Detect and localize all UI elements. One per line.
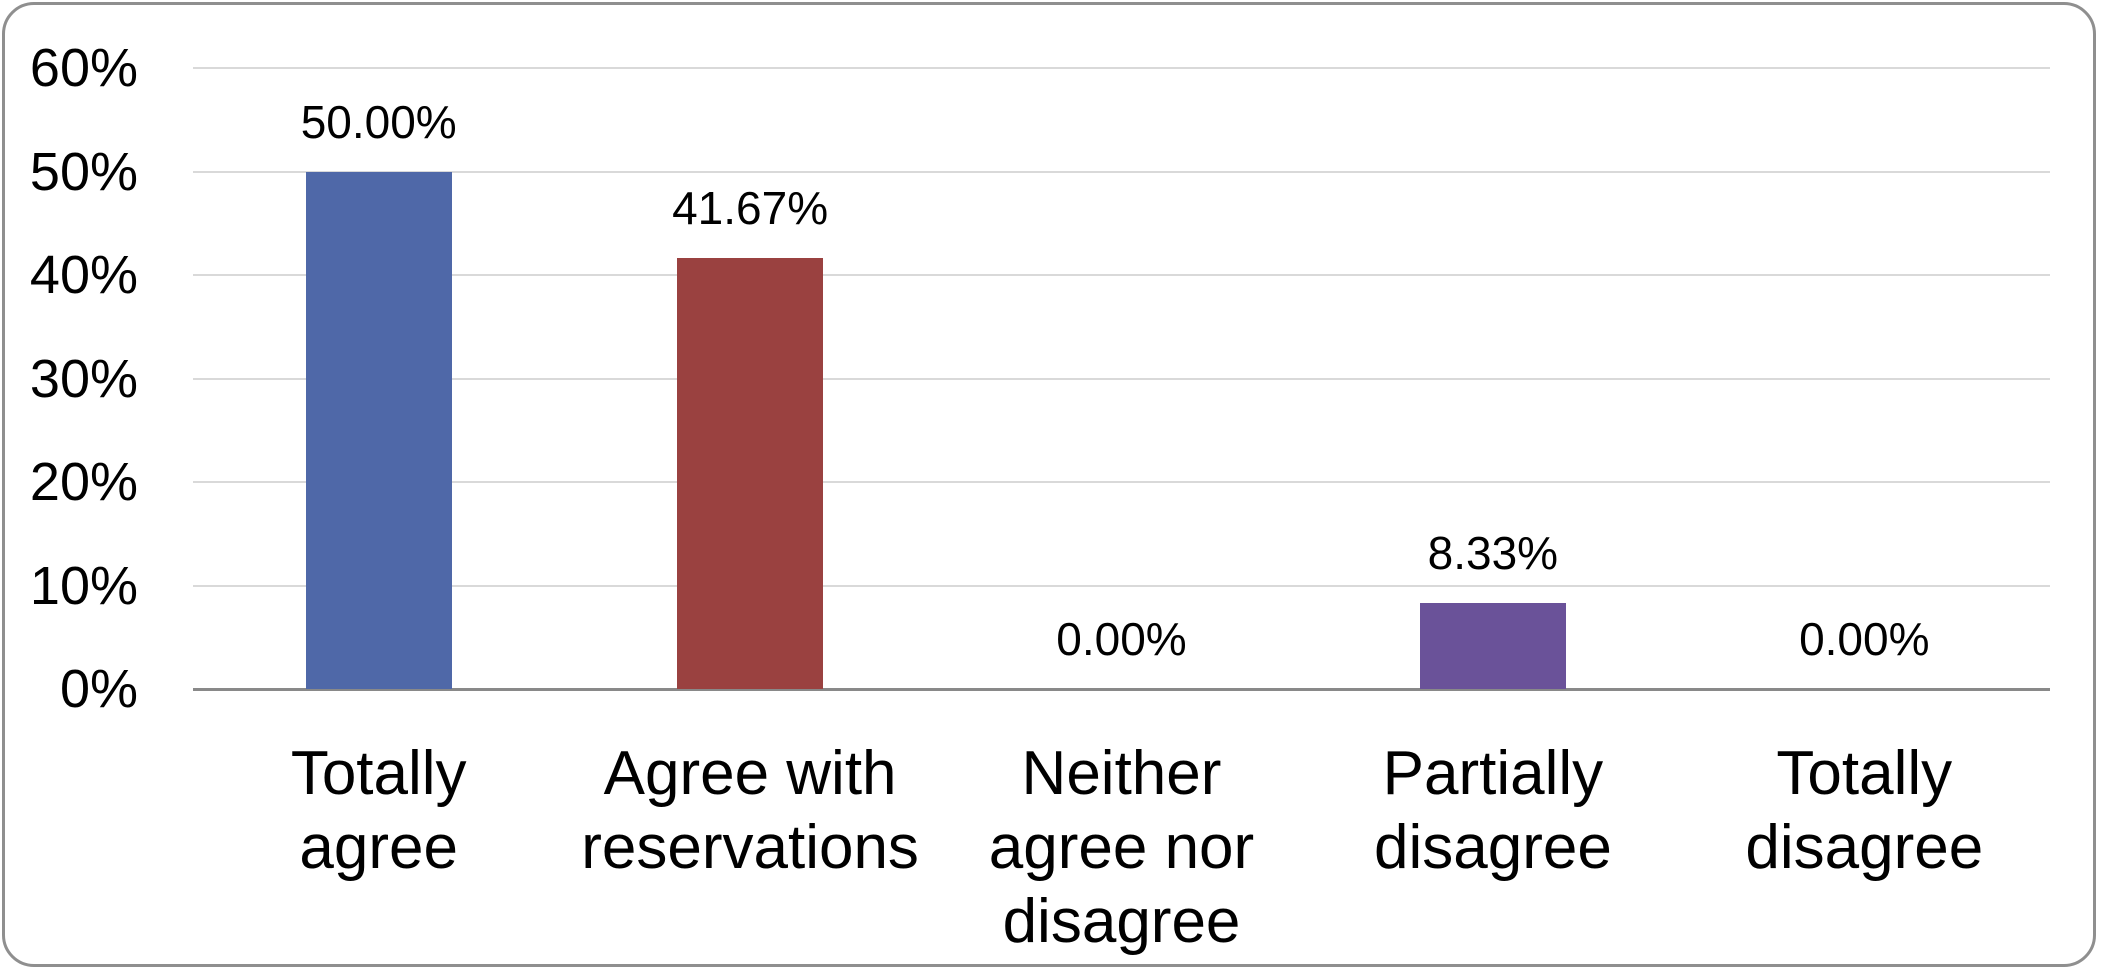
value-label-agree-with-reservations: 41.67% xyxy=(672,181,829,234)
category-label-totally-disagree: Totally disagree xyxy=(1679,737,2050,885)
y-axis-tick-label-10pct: 10% xyxy=(29,555,138,616)
category-label-line: agree nor xyxy=(988,813,1255,882)
category-label-line: disagree xyxy=(1373,813,1612,882)
value-label-partially-disagree: 8.33% xyxy=(1427,526,1559,579)
y-axis-tick-label-20pct: 20% xyxy=(29,452,138,512)
y-axis-tick-label-60pct: 60% xyxy=(29,38,138,98)
category-label-line: Totally xyxy=(290,739,467,808)
bar-agree-with-reservations xyxy=(677,257,824,689)
gridline-10pct xyxy=(193,584,2050,587)
category-label-line: Neither xyxy=(1021,739,1222,808)
y-axis-tick-label-0pct: 0% xyxy=(59,659,138,719)
category-label-line: disagree xyxy=(1002,887,1241,956)
y-axis-tick-label-40pct: 40% xyxy=(29,245,138,305)
gridline-40pct xyxy=(193,274,2050,276)
y-axis-tick-label-50pct: 50% xyxy=(29,141,138,202)
category-label-line: agree xyxy=(299,813,458,882)
category-label-line: disagree xyxy=(1745,813,1984,882)
category-label-line: reservations xyxy=(581,813,919,882)
gridline-20pct xyxy=(193,481,2050,483)
category-label-line: Agree with xyxy=(603,739,897,808)
category-label-line: Partially xyxy=(1382,739,1604,808)
value-label-neither-agree-nor-disagree: 0.00% xyxy=(1056,613,1187,665)
value-label-totally-agree: 50.00% xyxy=(300,95,457,148)
category-label-neither-agree-nor-disagree: Neither agree nor disagree xyxy=(936,737,1307,959)
value-label-totally-disagree: 0.00% xyxy=(1799,613,1930,665)
x-axis-line xyxy=(193,687,2050,691)
gridline-30pct xyxy=(193,377,2050,380)
gridline-50pct xyxy=(193,170,2050,173)
gridline-60pct xyxy=(193,67,2050,69)
bar-partially-disagree xyxy=(1419,602,1566,689)
category-label-agree-with-reservations: Agree with reservations xyxy=(564,737,935,885)
category-label-line: Totally xyxy=(1776,739,1953,808)
bar-totally-agree xyxy=(305,171,452,689)
y-axis-tick-label-30pct: 30% xyxy=(29,348,138,409)
category-label-partially-disagree: Partially disagree xyxy=(1307,737,1678,885)
category-label-totally-agree: Totally agree xyxy=(193,737,564,885)
